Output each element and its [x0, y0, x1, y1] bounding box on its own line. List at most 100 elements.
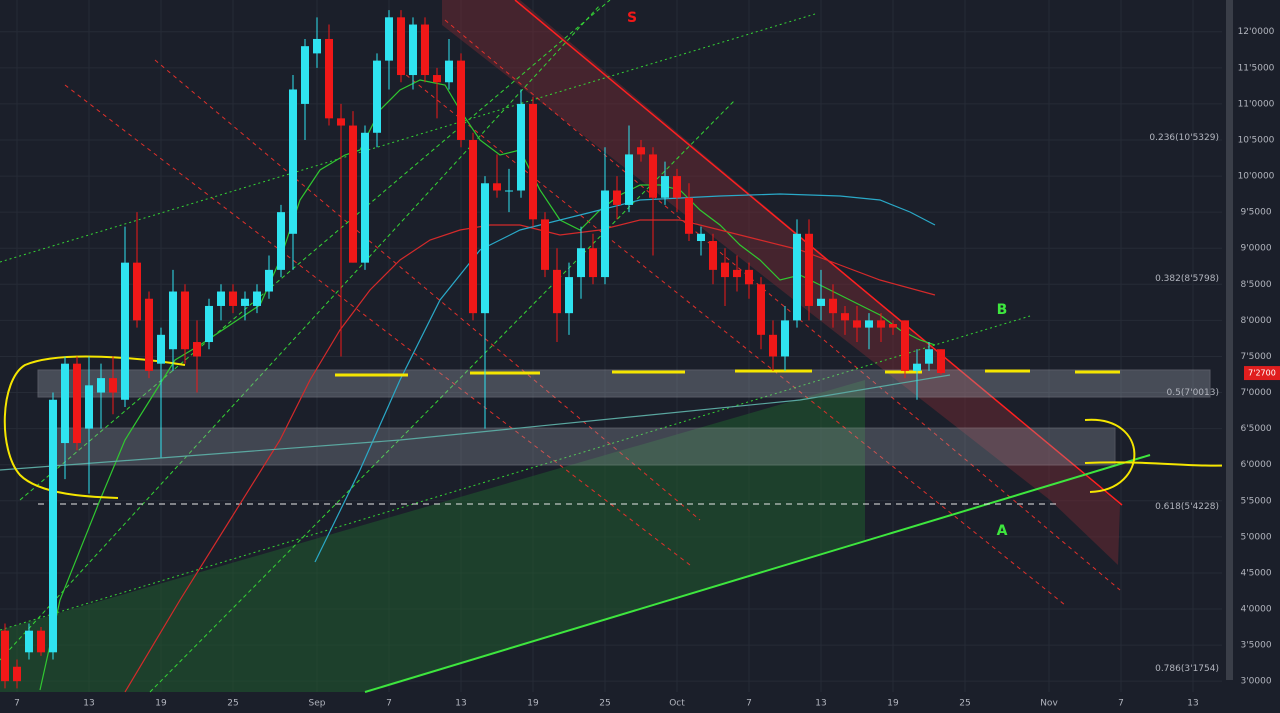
x-tick-label: 13: [83, 699, 94, 709]
candle-body: [385, 17, 393, 61]
candle-body: [1, 630, 9, 682]
candle-body: [589, 248, 597, 278]
candle-body: [97, 378, 105, 393]
x-tick-label: 7: [386, 699, 392, 709]
candle-body: [193, 342, 201, 357]
y-tick-label: 5'5000: [1240, 496, 1271, 506]
candle-body: [349, 125, 357, 263]
candle-body: [937, 349, 945, 374]
candle-body: [805, 233, 813, 306]
x-tick-label: 13: [815, 699, 826, 709]
candle-body: [25, 630, 33, 653]
y-tick-label: 8'5000: [1240, 280, 1271, 290]
candle-body: [625, 154, 633, 205]
candle-body: [169, 291, 177, 350]
candle-body: [205, 305, 213, 343]
y-tick-label: 4'0000: [1240, 605, 1271, 615]
candle-body: [601, 190, 609, 278]
annotation: A: [997, 523, 1008, 539]
channel-top: [514, 0, 1123, 506]
candle-body: [49, 399, 57, 653]
x-tick-label: Sep: [309, 699, 326, 709]
candle-body: [397, 17, 405, 76]
candle-body: [133, 262, 141, 321]
candle-body: [325, 38, 333, 119]
last-price-label: 7'2700: [1248, 369, 1276, 378]
y-tick-label: 9'0000: [1240, 244, 1271, 254]
candle-body: [85, 385, 93, 429]
x-tick-label: 13: [1187, 699, 1198, 709]
x-tick-label: 19: [887, 699, 899, 709]
candle-body: [565, 277, 573, 314]
x-tick-label: 7: [1118, 699, 1124, 709]
support-box: [51, 427, 1116, 466]
candle-body: [217, 291, 225, 306]
candle-body: [721, 262, 729, 278]
y-tick-label: 3'5000: [1240, 641, 1271, 651]
x-tick-label: 7: [14, 699, 20, 709]
candle-body: [13, 666, 21, 682]
annotation: B: [997, 302, 1008, 318]
candle-body: [109, 378, 117, 393]
candle-body: [241, 298, 249, 306]
x-tick-label: Nov: [1040, 699, 1058, 709]
candle-body: [733, 269, 741, 278]
candle-body: [877, 320, 885, 328]
fib-label: 0.5(7'0013): [1167, 388, 1219, 398]
y-tick-label: 9'5000: [1240, 208, 1271, 218]
candle-body: [301, 46, 309, 104]
candle-body: [277, 212, 285, 270]
y-tick-label: 7'5000: [1240, 352, 1271, 362]
moving-averages: [0, 79, 951, 693]
candle-body: [925, 349, 933, 364]
green-trend-lines: [0, 0, 1151, 693]
candle-body: [229, 291, 237, 306]
annotation: S: [627, 10, 637, 26]
x-tick-label: 19: [155, 699, 167, 709]
candle-body: [709, 241, 717, 270]
y-tick-label: 12'0000: [1238, 27, 1275, 37]
candle-body: [661, 176, 669, 198]
y-tick-label: 5'0000: [1240, 532, 1271, 542]
candle-body: [421, 24, 429, 76]
candle-body: [769, 334, 777, 357]
x-tick-label: 13: [455, 699, 466, 709]
y-tick-label: 6'0000: [1240, 460, 1271, 470]
y-tick-label: 10'5000: [1238, 135, 1275, 145]
candle-body: [481, 183, 489, 314]
candle-body: [469, 139, 477, 314]
y-tick-label: 11'5000: [1238, 63, 1275, 73]
y-tick-label: 7'0000: [1240, 388, 1271, 398]
candle-body: [265, 269, 273, 292]
fib-label: 0.382(8'5798): [1155, 274, 1219, 284]
candle-body: [541, 219, 549, 270]
candle-body: [865, 320, 873, 328]
candle-body: [745, 269, 753, 285]
candle-body: [37, 630, 45, 653]
candle-body: [373, 60, 381, 133]
channel-lines: [64, 19, 1121, 606]
candle-body: [61, 363, 69, 444]
candle-body: [289, 89, 297, 234]
candle-body: [901, 320, 909, 371]
candle-body: [817, 298, 825, 306]
candle-body: [253, 291, 261, 306]
candle-body: [829, 298, 837, 314]
y-tick-label: 8'0000: [1240, 316, 1271, 326]
fib-label: 0.236(10'5329): [1149, 133, 1219, 143]
red-channel-zone: [442, 0, 1120, 565]
candle-body: [73, 363, 81, 444]
fib-label: 0.618(5'4228): [1155, 502, 1219, 512]
green-zone: [0, 380, 865, 692]
candle-body: [793, 233, 801, 321]
candle-body: [841, 313, 849, 321]
candle-body: [157, 334, 165, 364]
candle-body: [313, 38, 321, 54]
candle-body: [517, 103, 525, 191]
candle-body: [913, 363, 921, 371]
candles: [1, 10, 945, 689]
candle-body: [649, 154, 657, 198]
candle-body: [529, 103, 537, 220]
candle-body: [757, 284, 765, 335]
